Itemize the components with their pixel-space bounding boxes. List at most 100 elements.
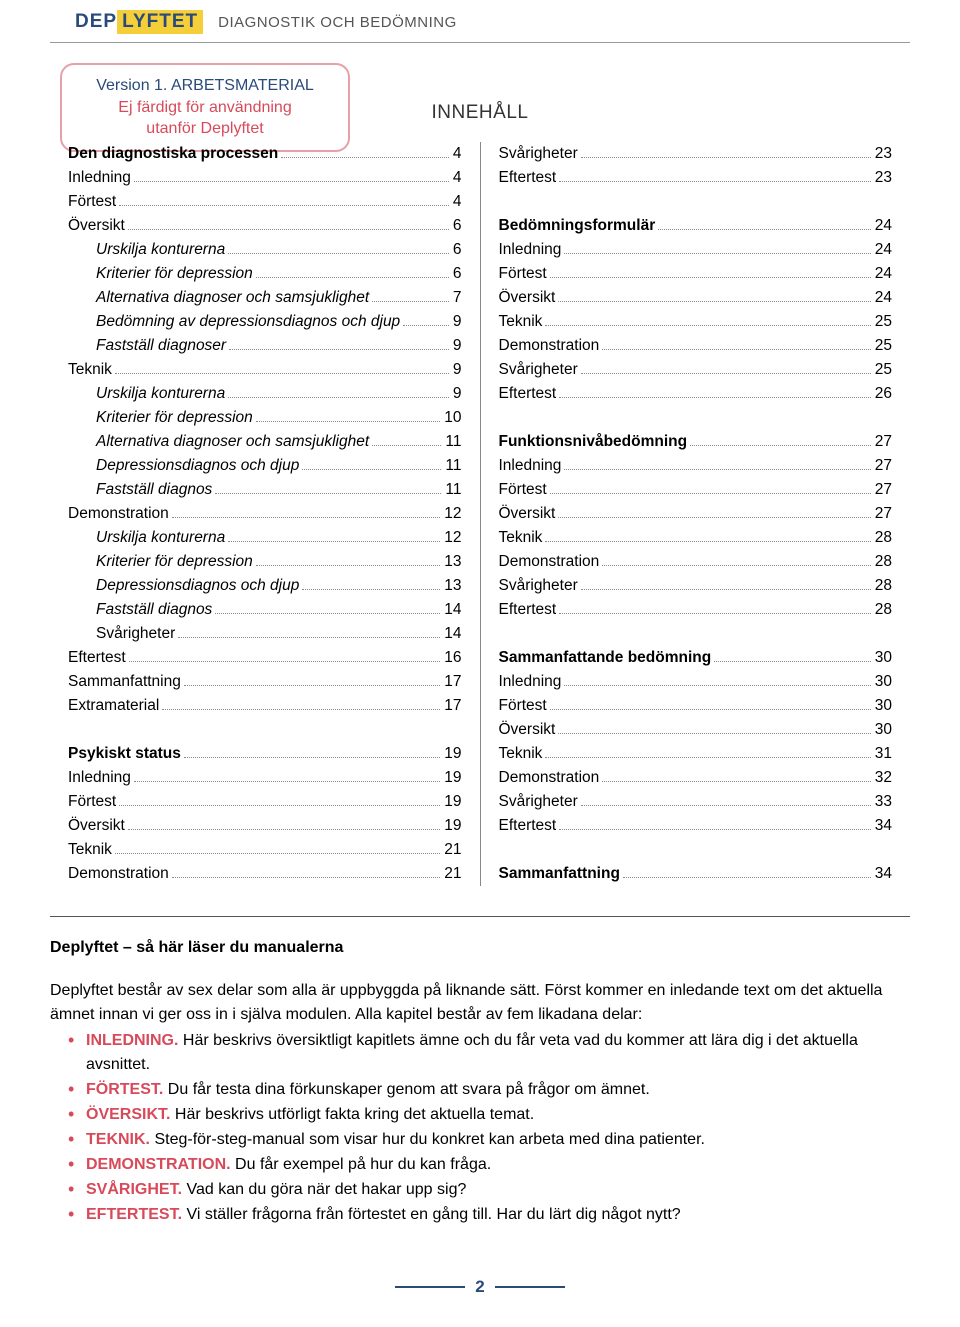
toc-entry[interactable]: Demonstration28 — [499, 550, 893, 574]
toc-leader — [119, 205, 449, 206]
toc-entry[interactable]: Översikt6 — [68, 214, 462, 238]
toc-entry[interactable]: Urskilja konturerna6 — [68, 238, 462, 262]
toc-page: 17 — [444, 694, 461, 718]
toc-entry[interactable]: Teknik21 — [68, 838, 462, 862]
toc-entry[interactable]: Depressionsdiagnos och djup13 — [68, 574, 462, 598]
header-subtitle: DIAGNOSTIK OCH BEDÖMNING — [218, 14, 457, 31]
toc-entry[interactable]: Förtest30 — [499, 694, 893, 718]
toc-entry[interactable]: Svårigheter23 — [499, 142, 893, 166]
toc-entry[interactable]: Kriterier för depression13 — [68, 550, 462, 574]
toc-page: 12 — [444, 526, 461, 550]
toc-entry[interactable]: Extramaterial17 — [68, 694, 462, 718]
toc-label: Kriterier för depression — [96, 550, 253, 574]
guide-item-key: INLEDNING. — [86, 1032, 178, 1049]
toc-entry[interactable]: Förtest24 — [499, 262, 893, 286]
toc-label: Svårigheter — [499, 358, 578, 382]
toc-page: 30 — [875, 694, 892, 718]
toc-entry[interactable]: Teknik28 — [499, 526, 893, 550]
toc-gap — [499, 622, 893, 646]
toc-entry[interactable]: Inledning19 — [68, 766, 462, 790]
toc-column-right: Svårigheter23Eftertest23 Bedömningsformul… — [481, 142, 911, 886]
toc-page: 24 — [875, 262, 892, 286]
toc-leader — [302, 469, 441, 470]
toc-entry[interactable]: Eftertest34 — [499, 814, 893, 838]
toc-entry[interactable]: Inledning4 — [68, 166, 462, 190]
toc-entry[interactable]: Svårigheter33 — [499, 790, 893, 814]
toc-page: 10 — [444, 406, 461, 430]
toc-leader — [602, 781, 870, 782]
toc-entry[interactable]: Översikt27 — [499, 502, 893, 526]
toc-entry[interactable]: Funktionsnivåbedömning27 — [499, 430, 893, 454]
toc-entry[interactable]: Inledning27 — [499, 454, 893, 478]
toc-page: 25 — [875, 334, 892, 358]
toc-entry[interactable]: Alternativa diagnoser och samsjuklighet7 — [68, 286, 462, 310]
toc-leader — [215, 613, 440, 614]
toc-page: 27 — [875, 430, 892, 454]
toc-leader — [581, 589, 871, 590]
toc-entry[interactable]: Översikt19 — [68, 814, 462, 838]
toc-entry[interactable]: Sammanfattning17 — [68, 670, 462, 694]
toc-entry[interactable]: Psykiskt status19 — [68, 742, 462, 766]
toc-entry[interactable]: Depressionsdiagnos och djup11 — [68, 454, 462, 478]
toc-label: Teknik — [499, 742, 543, 766]
toc-page: 25 — [875, 310, 892, 334]
toc-entry[interactable]: Urskilja konturerna9 — [68, 382, 462, 406]
toc-entry[interactable]: Sammanfattning34 — [499, 862, 893, 886]
toc-label: Förtest — [499, 478, 547, 502]
toc-label: Bedömningsformulär — [499, 214, 656, 238]
toc-leader — [558, 517, 870, 518]
toc-entry[interactable]: Inledning24 — [499, 238, 893, 262]
toc-entry[interactable]: Svårigheter28 — [499, 574, 893, 598]
toc-entry[interactable]: Förtest19 — [68, 790, 462, 814]
toc-entry[interactable]: Fastställ diagnoser9 — [68, 334, 462, 358]
toc-label: Inledning — [499, 670, 562, 694]
footer-line-left — [395, 1286, 465, 1288]
toc-label: Demonstration — [68, 862, 169, 886]
toc-page: 28 — [875, 574, 892, 598]
toc-entry[interactable]: Teknik9 — [68, 358, 462, 382]
toc-gap — [499, 838, 893, 862]
toc-entry[interactable]: Urskilja konturerna12 — [68, 526, 462, 550]
toc-entry[interactable]: Förtest27 — [499, 478, 893, 502]
toc-entry[interactable]: Eftertest26 — [499, 382, 893, 406]
toc-leader — [602, 565, 870, 566]
toc-page: 4 — [453, 166, 462, 190]
toc-entry[interactable]: Svårigheter25 — [499, 358, 893, 382]
toc-entry[interactable]: Fastställ diagnos14 — [68, 598, 462, 622]
toc-entry[interactable]: Inledning30 — [499, 670, 893, 694]
toc-entry[interactable]: Demonstration25 — [499, 334, 893, 358]
toc-entry[interactable]: Svårigheter14 — [68, 622, 462, 646]
toc-entry[interactable]: Kriterier för depression10 — [68, 406, 462, 430]
toc-entry[interactable]: Den diagnostiska processen4 — [68, 142, 462, 166]
footer-line-right — [495, 1286, 565, 1288]
version-line2: Ej färdigt för användning — [82, 97, 328, 119]
toc-leader — [281, 157, 449, 158]
toc-entry[interactable]: Demonstration21 — [68, 862, 462, 886]
toc-label: Psykiskt status — [68, 742, 181, 766]
toc-entry[interactable]: Bedömning av depressionsdiagnos och djup… — [68, 310, 462, 334]
toc-entry[interactable]: Översikt24 — [499, 286, 893, 310]
toc-leader — [545, 757, 870, 758]
toc-entry[interactable]: Översikt30 — [499, 718, 893, 742]
toc-page: 24 — [875, 286, 892, 310]
toc-entry[interactable]: Kriterier för depression6 — [68, 262, 462, 286]
toc-entry[interactable]: Demonstration32 — [499, 766, 893, 790]
toc-leader — [559, 397, 871, 398]
toc-entry[interactable]: Eftertest23 — [499, 166, 893, 190]
toc-entry[interactable]: Eftertest28 — [499, 598, 893, 622]
toc-entry[interactable]: Alternativa diagnoser och samsjuklighet1… — [68, 430, 462, 454]
toc-entry[interactable]: Bedömningsformulär24 — [499, 214, 893, 238]
toc-label: Eftertest — [499, 814, 557, 838]
toc-entry[interactable]: Teknik25 — [499, 310, 893, 334]
toc-entry[interactable]: Teknik31 — [499, 742, 893, 766]
toc-page: 4 — [453, 190, 462, 214]
logo: DEPLYFTET — [75, 10, 203, 34]
toc-entry[interactable]: Sammanfattande bedömning30 — [499, 646, 893, 670]
toc-entry[interactable]: Eftertest16 — [68, 646, 462, 670]
toc-entry[interactable]: Fastställ diagnos11 — [68, 478, 462, 502]
toc-entry[interactable]: Demonstration12 — [68, 502, 462, 526]
toc-leader — [372, 301, 449, 302]
toc-entry[interactable]: Förtest4 — [68, 190, 462, 214]
toc-page: 33 — [875, 790, 892, 814]
toc-label: Teknik — [68, 838, 112, 862]
